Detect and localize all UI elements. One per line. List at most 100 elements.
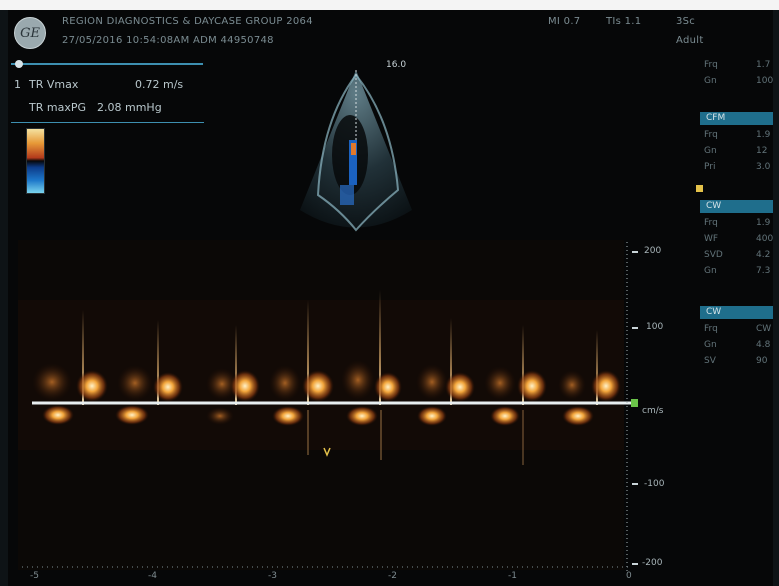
tr-vmax-value: 0.72 m/s: [135, 78, 184, 91]
spectral-blob-below: [562, 406, 594, 426]
param-label: Pri: [704, 162, 716, 172]
spectral-spike: [379, 290, 381, 405]
param-label: SV: [704, 356, 716, 366]
trace-slider[interactable]: [11, 58, 203, 70]
left-edge: [0, 10, 8, 586]
spectral-blob: [374, 372, 402, 402]
color-velocity-bar: [26, 128, 45, 194]
cfm-marker: [696, 185, 703, 192]
application-readout: Adult: [676, 35, 704, 46]
param-value: 1.9: [756, 130, 771, 140]
spectral-spike: [82, 310, 84, 405]
spectral-blob: [302, 370, 334, 402]
spectral-blob-below: [272, 406, 304, 426]
spectral-blob: [117, 365, 153, 401]
spectral-blob-below: [115, 405, 149, 425]
top-strip: [0, 0, 779, 10]
tab-cw[interactable]: CW: [700, 200, 773, 213]
mi-readout: MI 0.7: [548, 16, 581, 27]
param-label: Frq: [704, 130, 718, 140]
mode-readout: 3Sc: [676, 16, 696, 27]
spectral-spike: [235, 325, 237, 405]
right-panel-top: Frq 1.7 Gn 100: [700, 58, 773, 98]
param-value: 3.0: [756, 162, 771, 172]
time-label: -3: [268, 571, 277, 581]
header-line-1: REGION DIAGNOSTICS & DAYCASE GROUP 2064: [62, 16, 313, 27]
scale-tick: [632, 251, 638, 253]
slider-track: [11, 63, 203, 65]
scale-tick: [632, 327, 638, 329]
tr-maxpg-value: 2.08 mmHg: [97, 101, 162, 114]
spectral-spike: [157, 320, 159, 405]
scale-label-200: 200: [644, 246, 662, 256]
right-edge: [773, 10, 779, 586]
measurement-box: 1 TR Vmax 0.72 m/s TR maxPG 2.08 mmHg: [11, 72, 204, 123]
param-value: CW: [756, 324, 772, 334]
spectral-spike: [522, 325, 524, 405]
param-label: Gn: [704, 76, 717, 86]
time-label: -5: [30, 571, 39, 581]
scale-tick: [632, 483, 638, 485]
right-panel-cfm: CFM Frq 1.9 Gn 12 Pri 3.0: [700, 112, 773, 182]
right-panel-cw: CW Frq 1.9 WF 400 SVD 4.2 Gn 7.3: [700, 200, 773, 290]
param-value: 7.3: [756, 266, 771, 276]
param-value: 4.8: [756, 340, 771, 350]
tr-maxpg-label: TR maxPG: [29, 101, 86, 114]
param-label: Frq: [704, 60, 718, 70]
scale-label-minus-100: -100: [644, 479, 665, 489]
scale-unit-label: cm/s: [642, 406, 664, 416]
spectral-blob: [341, 360, 375, 400]
color-jet-orange: [351, 143, 356, 155]
spectral-blob: [484, 366, 516, 400]
depth-label: 16.0: [386, 60, 407, 70]
header-line-2: 27/05/2016 10:54:08AM ADM 44950748: [62, 35, 274, 46]
tab-cw-spectral[interactable]: CW: [700, 306, 773, 319]
scale-label-minus-200: -200: [642, 558, 663, 568]
time-label: -1: [508, 571, 517, 581]
spectral-blob: [517, 370, 547, 402]
color-jet-blue: [349, 140, 357, 185]
param-label: WF: [704, 234, 719, 244]
spectral-blob: [416, 364, 448, 400]
param-value: 4.2: [756, 250, 771, 260]
doppler-spectrum: [32, 290, 621, 465]
spectral-blob-below: [346, 406, 378, 426]
logo-text: GE: [20, 25, 40, 41]
tis-readout: TIs 1.1: [606, 16, 642, 27]
measurement-index: 1: [14, 78, 21, 91]
spectral-blob: [76, 370, 108, 402]
right-panel-cw2: CW Frq CW Gn 4.8 SV 90: [700, 306, 773, 376]
spectral-spike: [307, 300, 309, 405]
spectral-spike: [450, 318, 452, 405]
spectral-blob-below: [206, 407, 234, 425]
param-value: 100: [756, 76, 774, 86]
scale-tick: [632, 563, 638, 565]
param-label: Gn: [704, 266, 717, 276]
sector-image: [300, 70, 412, 232]
spectral-blob: [591, 370, 621, 402]
trace-cursor[interactable]: [323, 447, 331, 457]
param-value: 1.7: [756, 60, 771, 70]
time-label: 0: [626, 571, 632, 581]
spectral-blob: [558, 370, 586, 400]
spectral-blob-below: [42, 405, 74, 425]
time-label: -4: [148, 571, 157, 581]
tab-cfm[interactable]: CFM: [700, 112, 773, 125]
param-label: SVD: [704, 250, 723, 260]
slider-knob[interactable]: [15, 60, 23, 68]
spectral-blob-below: [490, 406, 520, 426]
spectral-spike: [596, 330, 598, 405]
spectral-blob: [32, 363, 72, 401]
param-value: 400: [756, 234, 774, 244]
param-value: 90: [756, 356, 768, 366]
baseline-handle[interactable]: [631, 399, 638, 407]
param-label: Gn: [704, 340, 717, 350]
time-label: -2: [388, 571, 397, 581]
scale-label-100: 100: [646, 322, 664, 332]
ge-logo: GE: [14, 17, 46, 49]
spectral-blob: [230, 370, 260, 402]
param-value: 1.9: [756, 218, 771, 228]
spectral-blob: [206, 368, 238, 400]
